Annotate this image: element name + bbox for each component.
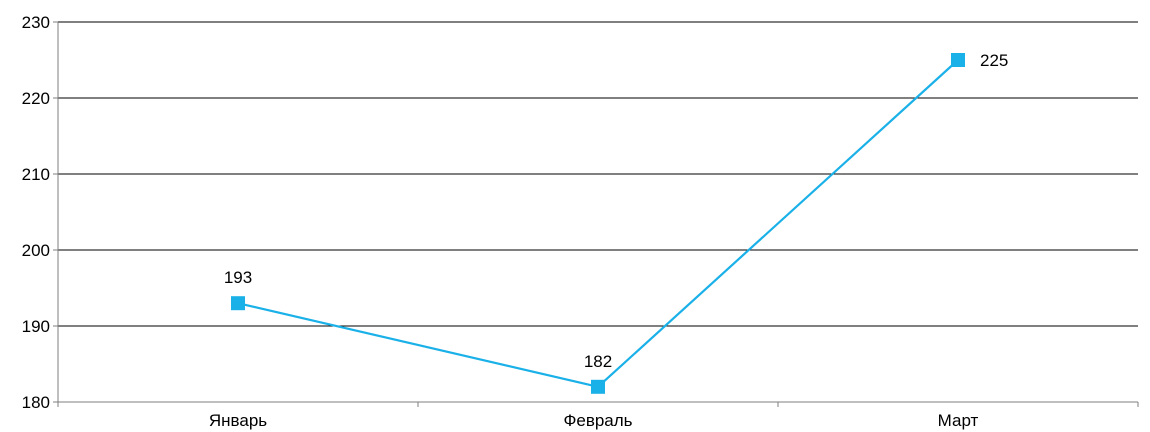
- data-markers: [231, 53, 965, 394]
- data-labels: 193 182 225: [224, 51, 1009, 371]
- x-tick-label: Февраль: [563, 411, 632, 430]
- x-tick-labels: Январь Февраль Март: [209, 411, 979, 430]
- x-tick-label: Январь: [209, 411, 267, 430]
- data-label: 193: [224, 268, 252, 287]
- data-point-marker: [231, 296, 245, 311]
- y-tick-label: 210: [22, 165, 50, 184]
- axes: [53, 21, 1139, 407]
- data-label: 182: [584, 352, 612, 371]
- y-tick-labels: 180 190 200 210 220 230: [22, 13, 50, 412]
- data-point-marker: [591, 379, 605, 394]
- data-point-marker: [951, 53, 965, 67]
- data-label: 225: [980, 51, 1008, 70]
- y-tick-label: 190: [22, 317, 50, 336]
- x-tick-label: Март: [938, 411, 979, 430]
- series-line-0: [237, 59, 959, 389]
- y-tick-label: 180: [22, 393, 50, 412]
- y-tick-label: 230: [22, 13, 50, 32]
- y-tick-label: 220: [22, 89, 50, 108]
- series-line: [237, 59, 959, 389]
- gridlines: [58, 21, 1138, 327]
- y-tick-label: 200: [22, 241, 50, 260]
